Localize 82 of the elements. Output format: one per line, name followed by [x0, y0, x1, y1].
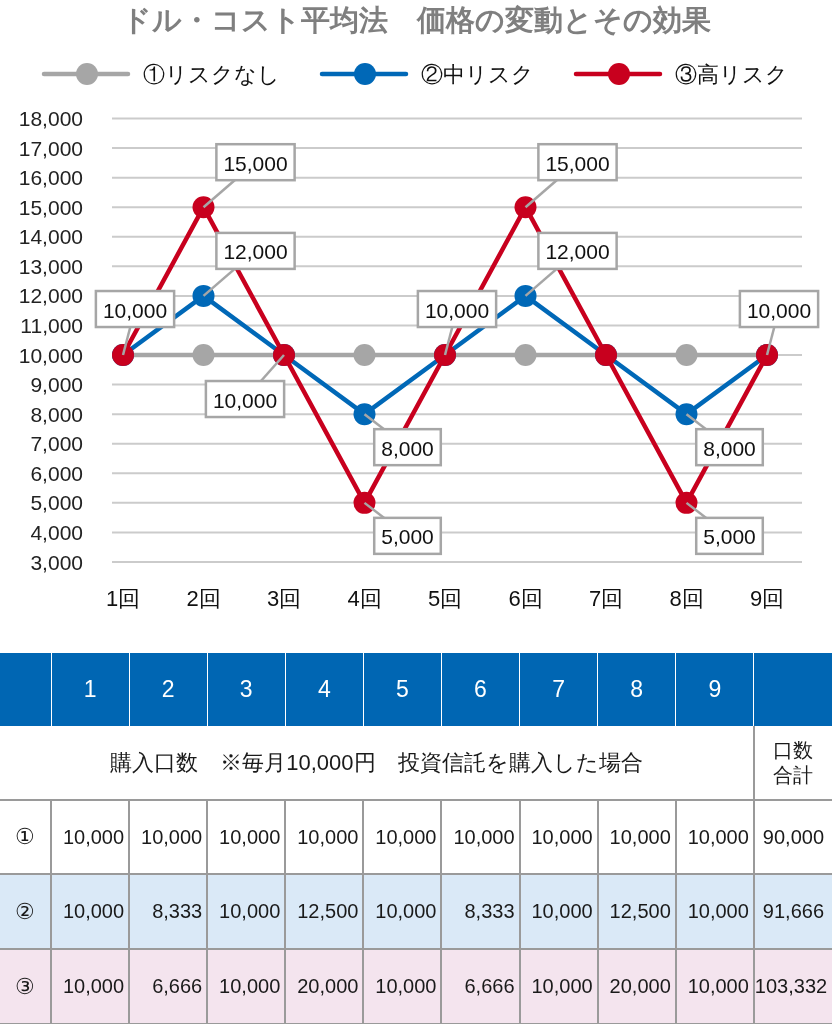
legend-label: ①リスクなし: [143, 61, 280, 87]
y-tick-label: 15,000: [18, 195, 83, 219]
data-label: 10,000: [424, 298, 490, 322]
data-label: 12,500: [285, 874, 364, 949]
data-label: 15,000: [545, 151, 610, 175]
y-tick-label: 10,000: [18, 343, 83, 367]
data-label: 10,000: [519, 800, 598, 874]
y-tick-label: 6,000: [30, 461, 83, 485]
data-label: 6,666: [441, 949, 520, 1024]
y-tick-label: 18,000: [18, 107, 83, 130]
data-label: 10,000: [597, 800, 676, 874]
x-tick-label: 9回: [749, 585, 785, 611]
y-tick-label: 13,000: [18, 254, 83, 278]
data-label: 10,000: [363, 949, 442, 1024]
y-tick-label: ②: [0, 874, 51, 949]
data-label: 10,000: [102, 298, 168, 322]
data-label: 5,000: [381, 525, 434, 549]
x-tick-label: 8回: [669, 585, 704, 611]
x-tick-label: 1: [51, 653, 130, 726]
x-tick-label: 9: [675, 653, 754, 726]
x-tick-label: 5回: [427, 585, 463, 611]
x-tick-label: 6回: [508, 585, 543, 611]
x-tick-label: 2回: [186, 585, 221, 611]
data-label: 10,000: [675, 800, 754, 874]
legend-label: ③高リスク: [675, 61, 788, 87]
data-label: 10,000: [519, 949, 598, 1024]
data-label: 8,000: [381, 436, 434, 460]
data-label: 8,000: [703, 436, 756, 460]
data-label: 10,000: [207, 949, 286, 1024]
x-tick-label: 3: [207, 653, 286, 726]
data-label: 5,000: [703, 525, 756, 549]
data-label: 10,000: [675, 874, 754, 949]
data-label: 6,666: [129, 949, 208, 1024]
y-tick-label: ①: [0, 800, 51, 874]
y-tick-label: 12,000: [18, 284, 83, 308]
x-tick-label: 6: [441, 653, 520, 726]
x-tick-label: 5: [363, 653, 442, 726]
data-label: 12,500: [597, 874, 676, 949]
data-label: 8,333: [441, 874, 520, 949]
x-tick-label: 7: [519, 653, 598, 726]
y-tick-label: 7,000: [30, 432, 83, 456]
y-tick-label: 14,000: [18, 225, 83, 249]
data-label: 12,000: [223, 240, 288, 264]
data-label: 10,000: [129, 800, 208, 874]
x-tick-label: 3回: [266, 585, 302, 611]
y-tick-label: 4,000: [30, 520, 83, 544]
x-tick-label: 4: [285, 653, 364, 726]
x-tick-label: 7回: [588, 585, 624, 611]
data-label: 10,000: [675, 949, 754, 1024]
chart-title: ドル・コスト平均法 価格の変動とその効果: [121, 4, 711, 36]
data-label: 20,000: [285, 949, 364, 1024]
y-tick-label: 9,000: [30, 373, 83, 397]
x-tick-label: 4回: [347, 585, 382, 611]
x-tick-label: 8: [597, 653, 676, 726]
y-tick-label: 5,000: [30, 491, 83, 515]
x-tick-label: 2: [129, 653, 208, 726]
data-label: 10,000: [363, 800, 442, 874]
chart-title: 購入口数 ※毎月10,000円 投資信託を購入した場合: [0, 726, 754, 800]
data-label: 15,000: [223, 151, 288, 175]
data-label: 10,000: [207, 800, 286, 874]
x-tick-label: 1回: [105, 585, 141, 611]
y-tick-label: 11,000: [20, 313, 83, 337]
data-label: 10,000: [746, 298, 812, 322]
data-label: 10,000: [207, 874, 286, 949]
data-label: 91,666: [753, 874, 832, 949]
data-label: 103,332: [753, 949, 832, 1024]
data-label: 90,000: [753, 800, 832, 874]
y-tick-label: 17,000: [18, 136, 83, 160]
legend-label: ②中リスク: [421, 61, 534, 87]
y-tick-label: ③: [0, 949, 51, 1024]
y-tick-label: 16,000: [18, 166, 83, 190]
data-label: 10,000: [441, 800, 520, 874]
data-label: 10,000: [519, 874, 598, 949]
y-tick-label: 3,000: [30, 550, 83, 574]
data-label: 8,333: [129, 874, 208, 949]
y-tick-label: 8,000: [30, 402, 83, 426]
x-tick-label: 口数合計: [772, 737, 815, 788]
data-label: 12,000: [545, 240, 610, 264]
data-label: 10,000: [285, 800, 364, 874]
data-label: 10,000: [212, 388, 278, 412]
data-label: 20,000: [597, 949, 676, 1024]
data-label: 10,000: [363, 874, 442, 949]
